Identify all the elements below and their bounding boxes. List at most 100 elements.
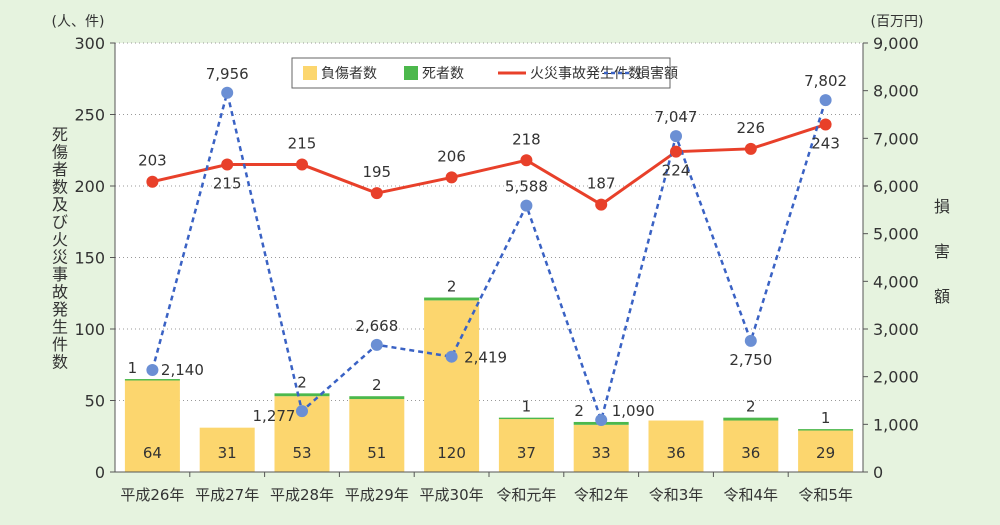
axis-title-char: 額 [934,287,950,306]
right-tick-label: 8,000 [873,82,919,101]
right-unit-label: (百万円) [871,14,924,30]
bars [124,297,854,472]
data-label-incidents: 218 [512,130,541,148]
bar-deaths [498,417,554,420]
right-tick-label: 5,000 [873,225,919,244]
right-tick-label: 9,000 [873,34,919,53]
data-label-damage: 2,419 [464,349,507,367]
right-tick-label: 6,000 [873,177,919,196]
bar-injured [498,419,554,472]
bar-injured [349,399,405,472]
axis-title-char: 害 [934,242,950,261]
bar-deaths [723,417,779,421]
data-label-incidents: 226 [736,119,765,137]
left-tick-label: 300 [74,34,105,53]
legend-swatch-deaths [404,66,418,80]
right-tick-label: 7,000 [873,129,919,148]
data-label-injured: 36 [741,444,760,462]
bar-injured [798,430,854,472]
data-label-injured: 37 [517,444,536,462]
data-label-damage: 2,750 [729,351,772,369]
data-label-incidents: 215 [288,135,317,153]
left-tick-label: 50 [85,392,105,411]
point-damage [221,86,234,99]
legend-label-incidents: 火災事故発生件数 [530,66,642,82]
axis-title-char: 件 [52,335,68,354]
data-label-incidents: 195 [362,163,391,181]
right-tick-label: 2,000 [873,368,919,387]
left-unit-label: (人、件) [52,14,105,30]
bar-injured [573,424,629,472]
right-tick-label: 3,000 [873,320,919,339]
data-label-damage: 1,090 [612,402,655,420]
legend: 負傷者数 死者数 火災事故発生件数 損害額 [291,57,678,89]
axis-title-char: 火 [52,230,68,249]
x-tick-label: 令和2年 [574,486,629,504]
legend-label-damage: 損害額 [636,66,678,82]
data-label-damage: 2,668 [355,317,398,335]
data-label-damage: 7,047 [655,108,698,126]
point-incidents [595,198,608,211]
axis-title-char: 者 [52,160,68,179]
bar-deaths [274,393,330,397]
data-label-incidents: 206 [437,147,466,165]
data-label-damage: 7,802 [804,72,847,90]
data-label-deaths: 2 [297,373,307,391]
point-damage [370,338,383,351]
data-label-incidents: 243 [811,135,840,153]
left-tick-label: 0 [95,463,105,482]
left-tick-label: 200 [74,177,105,196]
point-incidents [370,187,383,200]
legend-swatch-injured [303,66,317,80]
bar-deaths [424,297,480,301]
axis-title-char: 生 [52,318,68,337]
bar-injured [124,380,180,472]
x-tick-label: 平成29年 [345,486,409,504]
legend-label-injured: 負傷者数 [321,66,377,82]
x-tick-label: 令和4年 [724,486,779,504]
data-label-incidents: 215 [213,175,242,193]
x-tick-label: 平成26年 [120,486,184,504]
point-incidents [520,154,533,167]
point-incidents [744,142,757,155]
tick-labels: 0 50 100 150 200 250 300 0 1,000 2,000 3,000 4,000 5… [74,34,918,504]
axis-title-char: 損 [934,197,950,216]
point-incidents [221,158,234,171]
point-damage [595,414,608,427]
data-label-deaths: 1 [128,359,138,377]
x-tick-label: 令和元年 [496,486,556,504]
bar-injured [648,420,704,472]
point-damage [670,130,682,143]
right-tick-label: 0 [873,463,883,482]
x-tick-label: 令和3年 [649,486,704,504]
right-tick-label: 4,000 [873,272,919,291]
bar-deaths [124,379,180,381]
point-damage [296,405,308,418]
x-tick-label: 平成28年 [270,486,334,504]
point-damage [520,199,533,212]
x-tick-label: 平成27年 [195,486,259,504]
data-label-injured: 33 [592,444,611,462]
point-damage [744,334,757,347]
y-axis-label-right: 損害額 [934,197,950,306]
data-label-injured: 53 [292,444,311,462]
data-label-damage: 7,956 [206,65,249,83]
right-tick-label: 1,000 [873,415,919,434]
x-tick-label: 平成30年 [420,486,484,504]
lines [146,86,832,427]
data-label-injured: 31 [218,444,237,462]
data-label-deaths: 1 [821,409,831,427]
legend-label-deaths: 死者数 [422,66,464,82]
data-labels: 64 1 31 53 2 51 2 120 2 37 1 33 2 36 36 2 29 1 203 215 215 19… [128,65,847,462]
data-label-deaths: 1 [522,398,532,416]
data-label-incidents: 224 [662,162,691,180]
data-label-injured: 64 [143,444,162,462]
bar-injured [723,420,779,472]
axis-title-char: 事 [52,265,68,284]
data-label-damage: 5,588 [505,178,548,196]
axis-title-char: 及 [52,195,68,214]
bar-deaths [798,429,854,431]
point-incidents [819,118,832,131]
axis-title-char: び [52,213,68,232]
axis-title-char: 発 [52,300,68,319]
